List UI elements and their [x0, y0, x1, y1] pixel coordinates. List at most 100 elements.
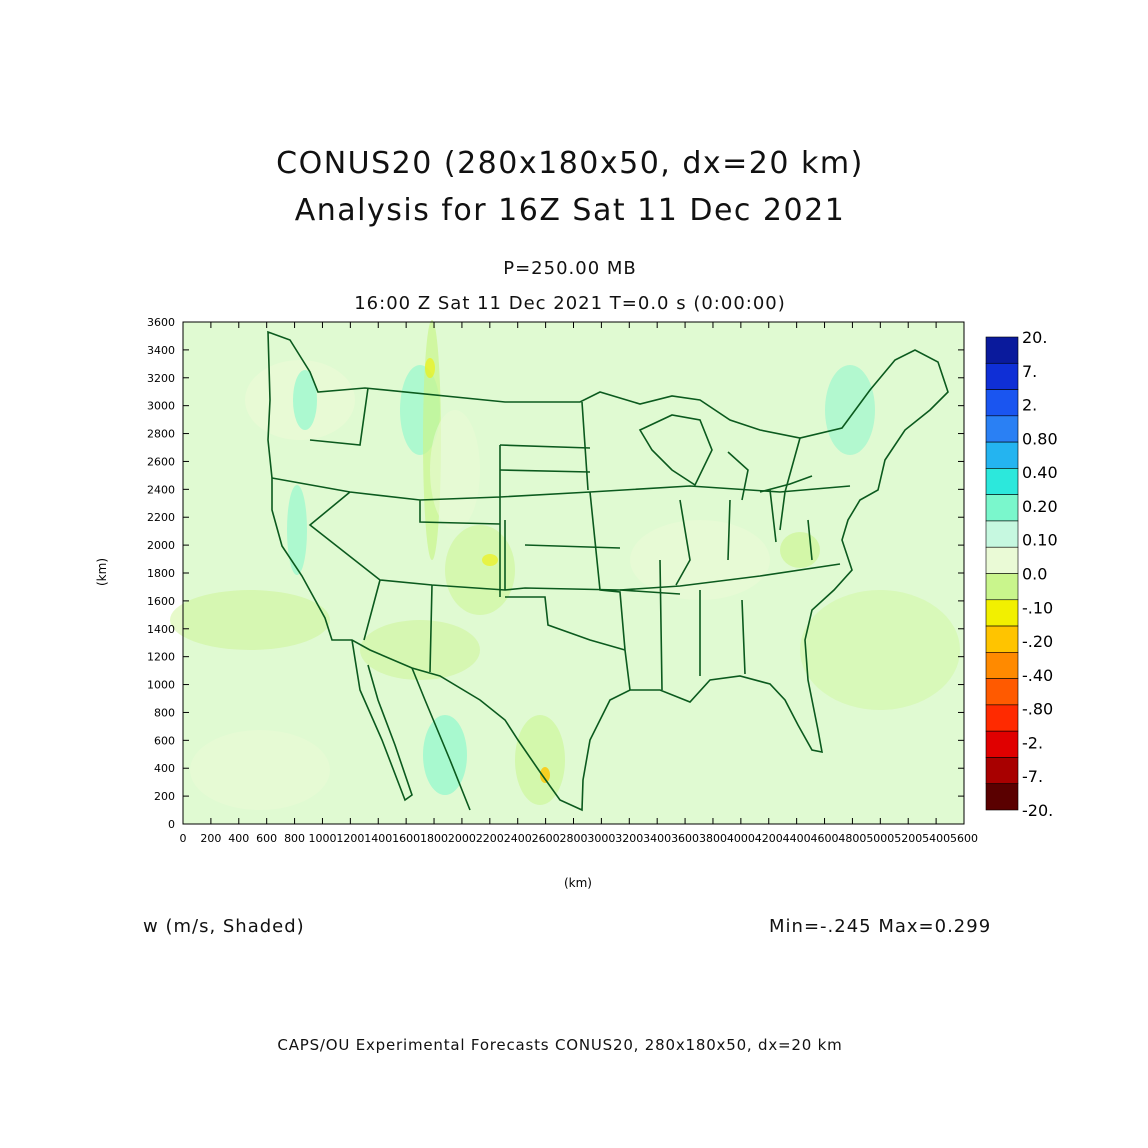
coastline-outline	[267, 330, 949, 812]
colorbar-swatch	[985, 704, 1019, 732]
y-tick-label: 3400	[147, 344, 175, 357]
colorbar-label: -.10	[1022, 598, 1053, 617]
boundaries	[267, 330, 949, 812]
y-tick-label: 0	[168, 818, 175, 831]
x-tick-label: 4800	[838, 832, 866, 845]
colorbar-swatch	[985, 573, 1019, 601]
colorbar-swatch	[985, 783, 1019, 811]
x-tick-label: 1800	[420, 832, 448, 845]
y-tick-label: 1600	[147, 595, 175, 608]
baja-peninsula	[351, 639, 413, 802]
colorbar-label: -2.	[1022, 733, 1043, 752]
y-tick-label: 800	[154, 706, 175, 719]
x-axis: 0 200 400 600 800 1000 1200 1400 1600 1800 2000 220…	[180, 322, 978, 845]
x-tick-label: 3800	[699, 832, 727, 845]
colorbar-label: 0.40	[1022, 463, 1058, 482]
valid-time: 16:00 Z Sat 11 Dec 2021 T=0.0 s (0:00:00…	[354, 293, 786, 314]
colorbar-label: 20.	[1022, 328, 1047, 347]
x-tick-label: 200	[200, 832, 221, 845]
colorbar-swatch	[985, 441, 1019, 469]
x-tick-label: 4400	[783, 832, 811, 845]
x-tick-label: 1200	[336, 832, 364, 845]
colorbar-swatch	[985, 652, 1019, 679]
colorbar-label: -7.	[1022, 767, 1043, 786]
mexico-coast	[411, 667, 471, 811]
x-tick-label: 600	[256, 832, 277, 845]
y-axis: 0 200 400 600 800 1000 1200 1400 1600 1800 2000 220…	[147, 316, 964, 831]
x-tick-label: 1000	[308, 832, 336, 845]
x-tick-label: 5600	[950, 832, 978, 845]
colorbar-swatch	[985, 730, 1019, 758]
y-tick-label: 2400	[147, 483, 175, 496]
x-tick-label: 800	[284, 832, 305, 845]
x-tick-label: 3400	[643, 832, 671, 845]
colorbar-label: 7.	[1022, 362, 1037, 381]
colorbar-swatch	[985, 625, 1019, 653]
colorbar-label: -.80	[1022, 700, 1053, 719]
colorbar-label: -.20	[1022, 632, 1053, 651]
variable-label: w (m/s, Shaded)	[143, 916, 305, 937]
x-tick-label: 400	[228, 832, 249, 845]
y-tick-label: 1200	[147, 651, 175, 664]
great-lakes	[638, 414, 813, 501]
colorbar-swatch	[985, 468, 1019, 495]
y-tick-label: 400	[154, 762, 175, 775]
colorbar-swatch	[985, 678, 1019, 706]
y-tick-label: 3200	[147, 372, 175, 385]
x-tick-label: 4200	[755, 832, 783, 845]
x-tick-label: 2600	[532, 832, 560, 845]
x-tick-label: 3000	[587, 832, 615, 845]
y-axis-unit: (km)	[95, 558, 109, 586]
y-tick-label: 200	[154, 790, 175, 803]
x-tick-label: 4000	[727, 832, 755, 845]
colorbar-swatch	[985, 520, 1019, 548]
colorbar: 20. 7. 2. 0.80 0.40 0.20 0.10 0.0 -.10 -.20 -.40 -.…	[985, 328, 1058, 820]
field-shading	[170, 320, 960, 810]
colorbar-label: 0.10	[1022, 531, 1058, 550]
y-tick-label: 600	[154, 734, 175, 747]
y-tick-label: 1000	[147, 679, 175, 692]
x-tick-label: 1600	[392, 832, 420, 845]
y-tick-label: 1400	[147, 623, 175, 636]
x-tick-label: 2000	[448, 832, 476, 845]
colorbar-swatch	[985, 599, 1019, 627]
x-tick-label: 2200	[476, 832, 504, 845]
x-tick-label: 5400	[922, 832, 950, 845]
colorbar-swatch	[985, 389, 1019, 417]
x-tick-label: 5000	[866, 832, 894, 845]
y-tick-label: 2800	[147, 428, 175, 441]
x-tick-label: 3200	[615, 832, 643, 845]
x-tick-label: 2800	[560, 832, 588, 845]
pressure-level: P=250.00 MB	[503, 258, 637, 279]
min-max-label: Min=-.245 Max=0.299	[769, 916, 992, 937]
footer-credit: CAPS/OU Experimental Forecasts CONUS20, …	[277, 1036, 843, 1054]
colorbar-label: 0.20	[1022, 497, 1058, 516]
x-tick-label: 3600	[671, 832, 699, 845]
state-lines-central	[499, 444, 813, 651]
y-tick-label: 3600	[147, 316, 175, 329]
colorbar-swatch	[985, 362, 1019, 390]
x-tick-label: 2400	[504, 832, 532, 845]
x-tick-label: 0	[180, 832, 187, 845]
colorbar-label: 0.80	[1022, 429, 1058, 448]
colorbar-swatch	[985, 415, 1019, 443]
x-tick-label: 5200	[894, 832, 922, 845]
colorbar-label: 0.0	[1022, 565, 1047, 584]
y-tick-label: 2200	[147, 511, 175, 524]
colorbar-swatch	[985, 546, 1019, 574]
y-tick-label: 1800	[147, 567, 175, 580]
y-tick-label: 2600	[147, 455, 175, 468]
colorbar-swatch	[985, 757, 1019, 785]
colorbar-label: 2.	[1022, 396, 1037, 415]
colorbar-swatch	[985, 494, 1019, 522]
colorbar-label: -.40	[1022, 666, 1053, 685]
x-tick-label: 4600	[811, 832, 839, 845]
plot-title-line2: Analysis for 16Z Sat 11 Dec 2021	[294, 193, 846, 228]
y-tick-label: 2000	[147, 539, 175, 552]
x-axis-unit: (km)	[564, 876, 592, 890]
y-tick-label: 3000	[147, 400, 175, 413]
x-tick-label: 1400	[364, 832, 392, 845]
colorbar-swatch	[985, 336, 1019, 364]
plot-title-line1: CONUS20 (280x180x50, dx=20 km)	[276, 146, 864, 181]
